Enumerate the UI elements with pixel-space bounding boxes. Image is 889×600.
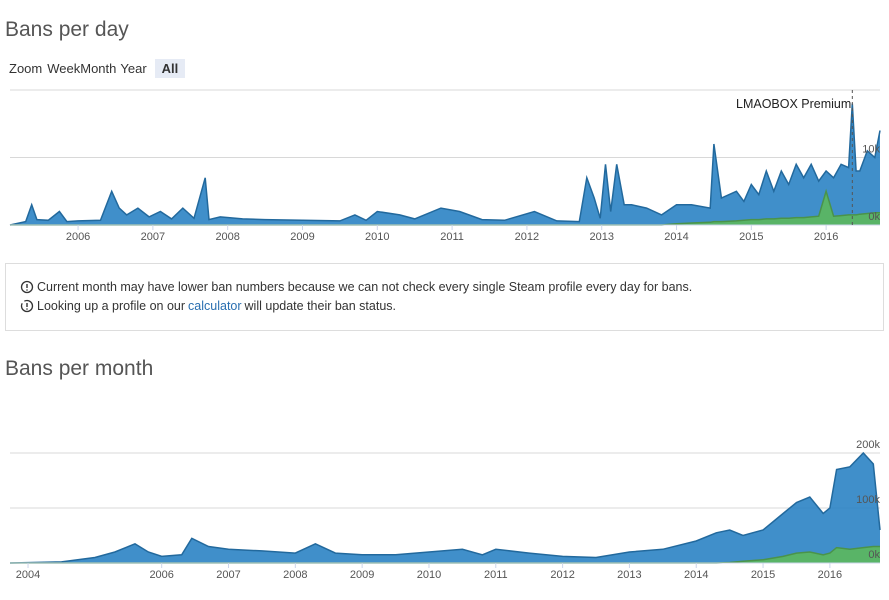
area xyxy=(10,546,880,563)
notice-text: Looking up a profile on our xyxy=(37,299,186,313)
x-tick-label: 2007 xyxy=(216,569,240,581)
y-tick-label: 200k xyxy=(856,439,880,451)
area-line xyxy=(9,103,881,226)
x-tick-label: 2006 xyxy=(66,231,90,243)
chart-title: Bans per day xyxy=(5,18,129,41)
notice-box: Current month may have lower ban numbers… xyxy=(5,263,884,331)
notice-text: Current month may have lower ban numbers… xyxy=(37,280,693,294)
x-tick-label: 2016 xyxy=(818,569,842,581)
zoom-button[interactable]: All xyxy=(154,59,186,78)
info-icon xyxy=(20,299,34,313)
x-tick-label: 2014 xyxy=(684,569,708,581)
y-tick-label: 0k xyxy=(868,549,880,561)
x-tick-label: 2014 xyxy=(664,231,688,243)
x-tick-label: 2015 xyxy=(751,569,775,581)
x-tick-label: 2013 xyxy=(617,569,641,581)
x-tick-label: 2009 xyxy=(350,569,374,581)
x-tick-label: 2015 xyxy=(739,231,763,243)
chart: 0k 100k 200k 2004 2006 2007 2008 2009 2010 2011 20… xyxy=(9,439,881,581)
calculator-link[interactable]: calculator xyxy=(188,299,242,313)
chart-title: Bans per month xyxy=(5,357,154,380)
area-line xyxy=(9,451,881,564)
zoom-label: Zoom xyxy=(9,61,43,76)
zoom-button[interactable]: Year xyxy=(120,61,147,76)
y-tick-label: 100k xyxy=(856,494,880,506)
notice-line: Looking up a profile on our calculator w… xyxy=(20,299,396,313)
x-tick-label: 2006 xyxy=(149,569,173,581)
zoom-bar: Zoom Week Month Year All xyxy=(9,59,186,78)
area xyxy=(10,453,880,563)
info-icon xyxy=(20,280,34,294)
x-tick-label: 2012 xyxy=(515,231,539,243)
x-tick-label: 2008 xyxy=(283,569,307,581)
x-tick-label: 2011 xyxy=(484,569,508,581)
x-tick-label: 2008 xyxy=(215,231,239,243)
x-tick-label: 2011 xyxy=(440,231,464,243)
x-tick-label: 2010 xyxy=(417,569,441,581)
x-tick-label: 2010 xyxy=(365,231,389,243)
x-tick-label: 2016 xyxy=(814,231,838,243)
area xyxy=(10,103,880,225)
x-tick-label: 2004 xyxy=(16,569,40,581)
zoom-button[interactable]: Week xyxy=(47,61,81,76)
zoom-button[interactable]: Month xyxy=(80,61,117,76)
notice-text: will update their ban status. xyxy=(244,299,397,313)
y-tick-label: 10k xyxy=(862,144,880,156)
x-tick-label: 2009 xyxy=(290,231,314,243)
area xyxy=(10,191,880,225)
x-tick-label: 2007 xyxy=(141,231,165,243)
x-tick-label: 2012 xyxy=(550,569,574,581)
x-tick-label: 2013 xyxy=(589,231,613,243)
y-tick-label: 0k xyxy=(868,211,880,223)
annotation-label: LMAOBOX Premium xyxy=(736,97,851,111)
notice-line: Current month may have lower ban numbers… xyxy=(20,280,692,294)
chart: 0k 10k 2006 2007 2008 2009 2010 2011 2012 2013 201… xyxy=(9,89,881,243)
